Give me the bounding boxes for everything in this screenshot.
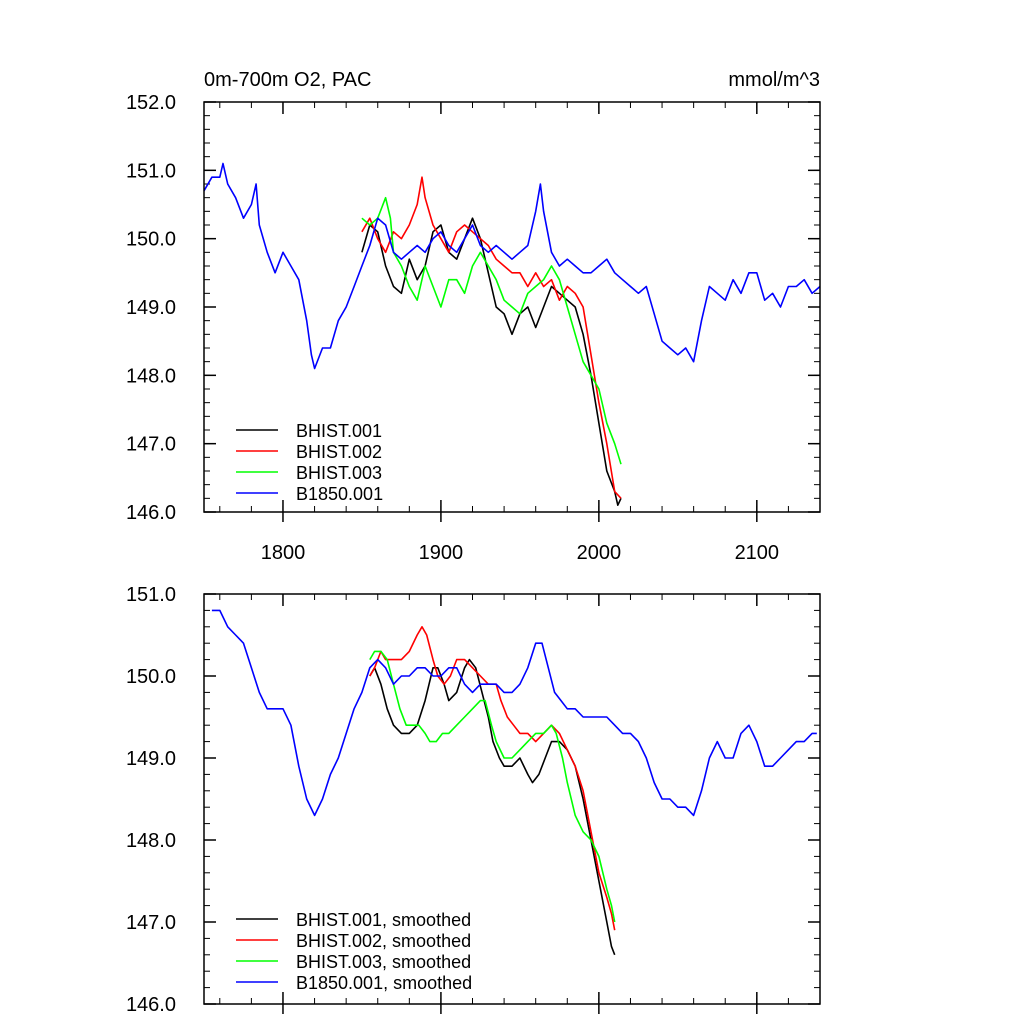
top-xtick-label: 2100 xyxy=(735,542,780,564)
top-ytick-label: 149.0 xyxy=(126,297,176,319)
bottom-ytick-label: 151.0 xyxy=(126,584,176,606)
top-legend-label: BHIST.002 xyxy=(296,442,382,462)
top-plot-frame xyxy=(203,101,821,513)
top-panel-units: mmol/m^3 xyxy=(728,69,820,91)
top-xtick-label: 1800 xyxy=(261,542,306,564)
top-panel-title: 0m-700m O2, PAC xyxy=(204,69,371,91)
bottom-ytick-label: 148.0 xyxy=(126,830,176,852)
bottom-ytick-label: 149.0 xyxy=(126,748,176,770)
top-legend-label: B1850.001 xyxy=(296,484,383,504)
bottom-ytick-label: 150.0 xyxy=(126,666,176,688)
bottom-legend-label: BHIST.003, smoothed xyxy=(296,952,471,972)
top-legend-label: BHIST.001 xyxy=(296,421,382,441)
top-ytick-label: 148.0 xyxy=(126,365,176,387)
top-ytick-label: 146.0 xyxy=(126,502,176,524)
bottom-legend-label: BHIST.002, smoothed xyxy=(296,931,471,951)
bottom-ytick-label: 147.0 xyxy=(126,912,176,934)
top-series-line-2 xyxy=(361,196,622,465)
top-legend-label: BHIST.003 xyxy=(296,463,382,483)
top-ytick-label: 151.0 xyxy=(126,160,176,182)
top-axes: 146.0 147.0 148.0 149.0 150.0 151.0 152.0 1800 1… xyxy=(126,92,821,564)
top-ytick-label: 150.0 xyxy=(126,229,176,251)
bottom-plot-frame xyxy=(203,593,821,1005)
top-series-line-1 xyxy=(361,176,622,499)
bottom-axes: 146.0 147.0 148.0 149.0 150.0 151.0 xyxy=(126,584,821,1016)
top-ytick-label: 152.0 xyxy=(126,92,176,114)
bottom-legend-label: B1850.001, smoothed xyxy=(296,973,472,993)
bottom-panel: 146.0 147.0 148.0 149.0 150.0 151.0 BHIST.001… xyxy=(126,584,821,1016)
bottom-legend-label: BHIST.001, smoothed xyxy=(296,910,471,930)
bottom-series-line-2 xyxy=(369,650,616,923)
top-series-line-3 xyxy=(203,162,821,370)
bottom-ytick-label: 146.0 xyxy=(126,994,176,1016)
top-panel: 0m-700m O2, PAC mmol/m^3 146.0 147.0 148.0… xyxy=(126,69,821,564)
bottom-series-lines xyxy=(211,609,817,956)
bottom-series-line-3 xyxy=(211,609,817,817)
top-ytick-label: 147.0 xyxy=(126,434,176,456)
top-xtick-label: 1900 xyxy=(419,542,464,564)
top-series-line-0 xyxy=(361,217,622,507)
top-xtick-label: 2000 xyxy=(577,542,622,564)
top-series-lines xyxy=(203,162,821,507)
